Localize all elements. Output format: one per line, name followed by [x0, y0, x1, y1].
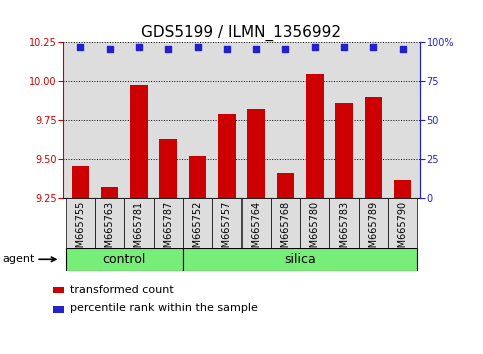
Bar — [271, 198, 300, 248]
Point — [311, 44, 319, 50]
Point — [399, 46, 407, 52]
Bar — [183, 198, 212, 248]
Bar — [71, 166, 89, 198]
Point — [282, 46, 289, 52]
Bar — [66, 198, 95, 248]
Text: GSM665780: GSM665780 — [310, 201, 320, 260]
Point — [76, 44, 84, 50]
Text: GSM665755: GSM665755 — [75, 201, 85, 260]
Text: GSM665763: GSM665763 — [105, 201, 114, 260]
Text: transformed count: transformed count — [70, 285, 174, 295]
Bar — [277, 173, 294, 198]
Bar — [300, 198, 329, 248]
Bar — [218, 114, 236, 198]
Bar — [159, 139, 177, 198]
Bar — [394, 179, 412, 198]
Text: GSM665752: GSM665752 — [193, 201, 202, 260]
Bar — [53, 307, 64, 313]
Bar — [306, 74, 324, 198]
Point — [340, 44, 348, 50]
Point — [194, 44, 201, 50]
Bar — [124, 198, 154, 248]
Bar — [95, 198, 124, 248]
Bar — [189, 156, 206, 198]
Bar — [365, 97, 382, 198]
Text: control: control — [102, 253, 146, 266]
Title: GDS5199 / ILMN_1356992: GDS5199 / ILMN_1356992 — [142, 25, 341, 41]
Bar — [359, 198, 388, 248]
Text: silica: silica — [284, 253, 316, 266]
Point — [252, 46, 260, 52]
Point — [135, 44, 143, 50]
Bar — [183, 248, 417, 271]
Bar — [130, 85, 148, 198]
Text: agent: agent — [2, 254, 35, 264]
Bar — [53, 287, 64, 293]
Bar — [247, 109, 265, 198]
Bar — [388, 198, 417, 248]
Point — [369, 44, 377, 50]
Point — [164, 46, 172, 52]
Point — [106, 46, 114, 52]
Bar — [212, 198, 242, 248]
Bar — [101, 187, 118, 198]
Bar — [66, 248, 183, 271]
Text: GSM665783: GSM665783 — [339, 201, 349, 260]
Text: GSM665787: GSM665787 — [163, 201, 173, 260]
Text: GSM665764: GSM665764 — [251, 201, 261, 260]
Bar — [335, 103, 353, 198]
Bar — [242, 198, 271, 248]
Bar — [154, 198, 183, 248]
Text: GSM665757: GSM665757 — [222, 201, 232, 260]
Point — [223, 46, 231, 52]
Text: percentile rank within the sample: percentile rank within the sample — [70, 303, 258, 313]
Text: GSM665768: GSM665768 — [281, 201, 290, 260]
Bar — [329, 198, 359, 248]
Text: GSM665790: GSM665790 — [398, 201, 408, 260]
Text: GSM665781: GSM665781 — [134, 201, 144, 260]
Text: GSM665789: GSM665789 — [369, 201, 378, 260]
